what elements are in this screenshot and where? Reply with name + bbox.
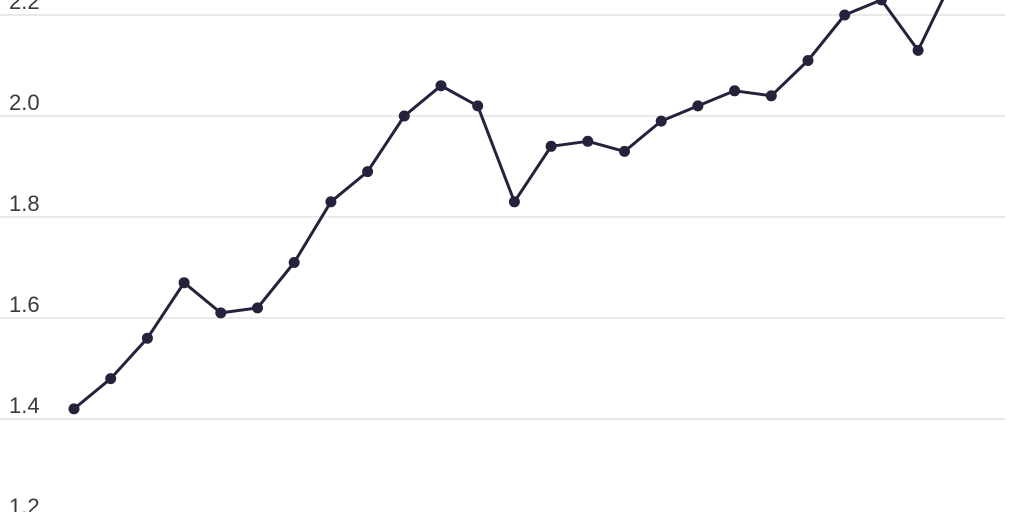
data-point <box>839 9 851 21</box>
data-point <box>729 85 741 97</box>
data-point <box>619 145 630 157</box>
data-point <box>582 135 594 147</box>
y-tick-label: 2.2 <box>9 0 40 14</box>
data-point <box>325 196 337 208</box>
data-point <box>802 55 814 66</box>
data-point <box>655 115 667 127</box>
series-line <box>72 0 945 411</box>
data-point <box>765 90 777 102</box>
data-point <box>912 44 924 56</box>
data-point <box>545 140 557 152</box>
data-point <box>398 110 410 122</box>
data-point <box>105 373 117 385</box>
data-point <box>141 332 153 344</box>
y-tick-label: 1.8 <box>9 191 40 216</box>
y-tick-label: 1.4 <box>9 393 40 418</box>
data-point <box>875 0 887 6</box>
data-point <box>288 257 300 268</box>
data-point <box>362 166 374 178</box>
data-point <box>68 403 80 415</box>
data-point <box>435 80 447 92</box>
data-point <box>215 307 227 319</box>
y-tick-label: 2.0 <box>9 90 40 115</box>
series-layer <box>68 0 945 415</box>
data-point <box>178 277 190 289</box>
gridlines <box>0 14 1005 420</box>
data-point <box>508 196 520 208</box>
y-tick-label: 1.2 <box>9 494 40 512</box>
y-axis-tick-labels: 1.2 1.4 1.6 1.8 2.0 2.2 <box>9 0 40 512</box>
data-point <box>252 302 263 314</box>
data-point <box>472 100 484 112</box>
y-tick-label: 1.6 <box>9 292 40 317</box>
data-point <box>692 100 704 112</box>
